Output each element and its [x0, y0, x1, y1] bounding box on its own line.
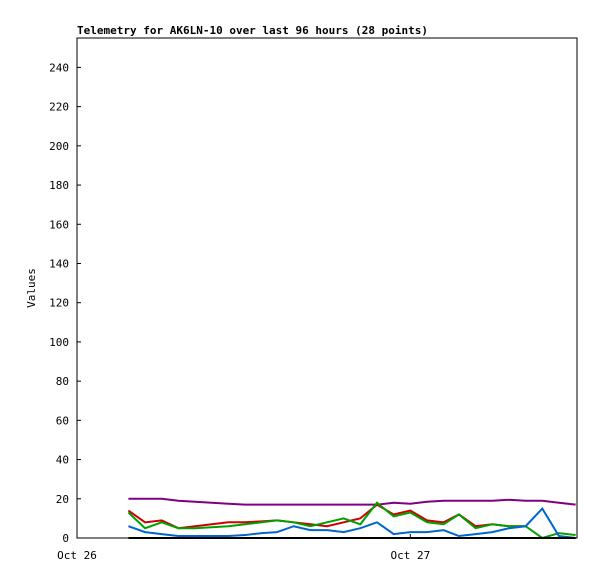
chart-title: Telemetry for AK6LN-10 over last 96 hour… [77, 24, 428, 37]
series-line [128, 497, 576, 506]
y-tick-label: 220 [49, 101, 69, 114]
x-tick-label: Oct 27 [390, 549, 430, 562]
y-tick-label: 60 [56, 414, 69, 427]
y-tick-label: 80 [56, 375, 69, 388]
y-tick-label: 0 [62, 532, 69, 545]
y-tick-label: 120 [49, 297, 69, 310]
series-line [127, 501, 576, 540]
y-tick-label: 160 [49, 218, 69, 231]
y-tick-label: 100 [49, 336, 69, 349]
y-axis-label: Values [25, 268, 38, 308]
y-tick-label: 200 [49, 140, 69, 153]
y-tick-label: 180 [49, 179, 69, 192]
y-tick-label: 240 [49, 61, 69, 74]
x-tick-label: Oct 26 [57, 549, 97, 562]
y-tick-label: 140 [49, 257, 69, 270]
plot-frame [76, 37, 578, 539]
y-tick-label: 40 [56, 454, 69, 467]
y-tick-label: 20 [56, 493, 69, 506]
series-line [127, 503, 526, 530]
series-line [128, 506, 576, 539]
